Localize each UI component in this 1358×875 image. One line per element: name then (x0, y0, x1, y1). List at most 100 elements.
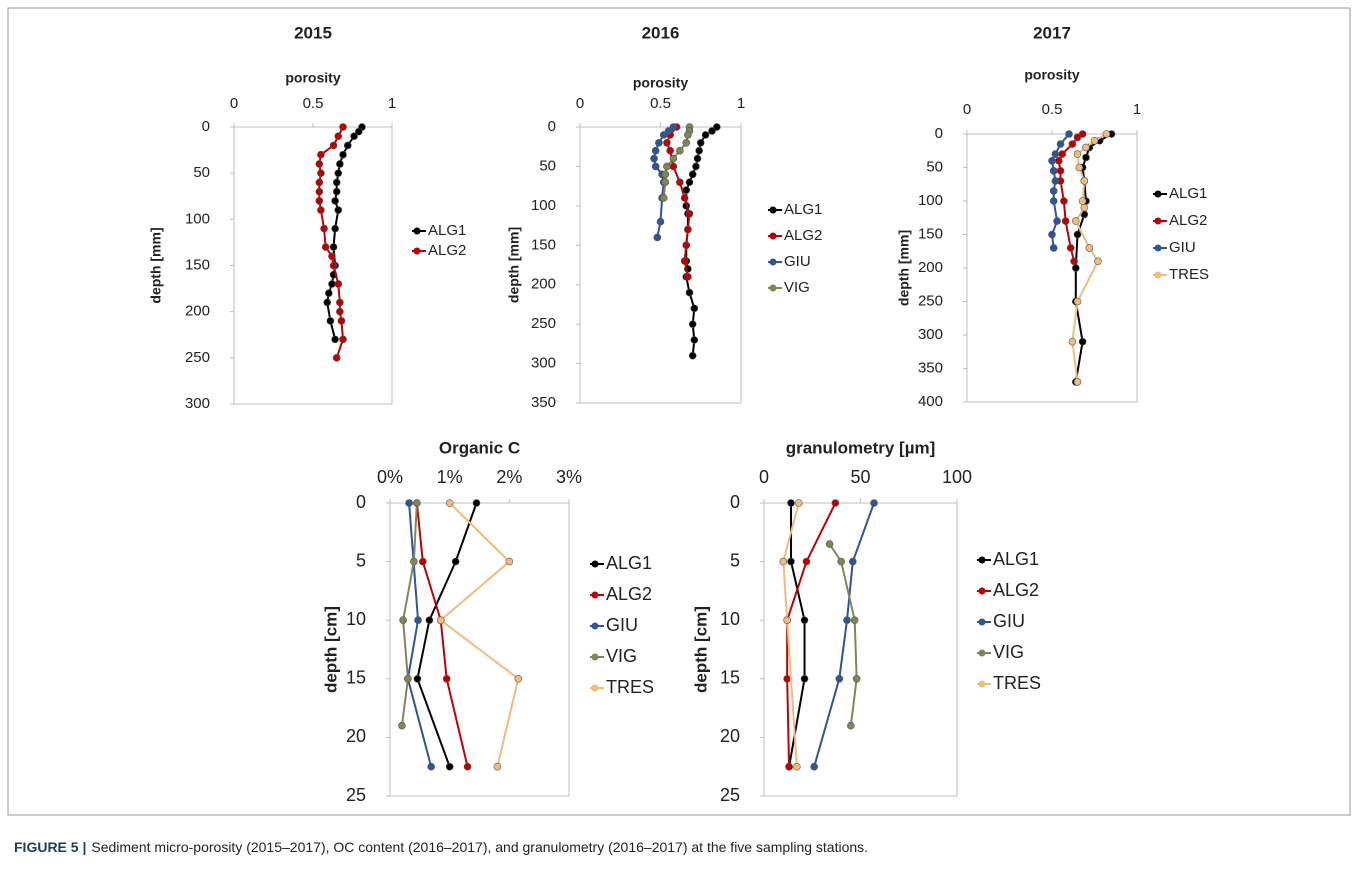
y-tick-label: 300 (918, 326, 943, 343)
series-line (782, 502, 800, 767)
data-point (1048, 157, 1056, 165)
legend-label: ALG2 (1169, 212, 1207, 229)
data-point (783, 674, 791, 683)
legend-label: GIU (784, 253, 811, 270)
data-point (472, 499, 481, 507)
data-point (1090, 136, 1099, 145)
data-point (669, 162, 678, 171)
data-point (650, 154, 658, 163)
data-point (1049, 167, 1058, 175)
legend-label: GIU (1169, 239, 1196, 256)
data-point (835, 674, 844, 683)
legend-swatch (591, 591, 599, 599)
y-tick-label: 50 (193, 164, 210, 181)
data-point (690, 336, 699, 344)
legend-swatch (769, 232, 777, 240)
series-line (788, 503, 806, 767)
data-point (331, 335, 339, 344)
data-point (315, 178, 324, 187)
data-point (329, 141, 338, 150)
x-axis-label: Organic C (439, 438, 520, 457)
data-point (1061, 217, 1070, 225)
data-point (328, 252, 336, 261)
legend-label: VIG (606, 646, 637, 666)
legend-label: ALG2 (428, 242, 466, 259)
data-point (1085, 244, 1094, 252)
data-point (847, 721, 855, 730)
data-point (329, 261, 338, 270)
data-point (419, 557, 427, 566)
data-point (339, 123, 347, 131)
y-tick-label: 25 (346, 785, 366, 805)
data-point (692, 162, 700, 171)
data-point (1060, 197, 1068, 205)
data-point (337, 317, 346, 325)
data-point (696, 138, 705, 147)
data-point (688, 320, 697, 328)
legend-label: VIG (784, 279, 810, 296)
data-point (688, 351, 697, 360)
series-line (400, 502, 418, 726)
y-tick-label: 250 (185, 349, 210, 366)
data-point (693, 154, 702, 163)
data-point (676, 146, 684, 155)
x-tick-label: 1 (388, 95, 396, 112)
y-tick-label: 10 (346, 609, 366, 629)
y-tick-label: 5 (356, 550, 366, 570)
legend-swatch (978, 556, 986, 564)
data-point (329, 243, 338, 251)
y-tick-label: 350 (918, 359, 943, 376)
legend-swatch (1154, 217, 1162, 225)
data-point (684, 131, 692, 139)
legend-label: GIU (993, 611, 1025, 631)
data-point (343, 141, 352, 150)
data-point (336, 307, 344, 316)
data-point (350, 132, 358, 141)
data-point (1073, 230, 1082, 239)
series-line (406, 502, 433, 767)
data-point (334, 206, 343, 214)
y-axis-label: depth [mm] (506, 227, 522, 303)
y-tick-label: 10 (720, 609, 740, 629)
data-point (339, 150, 347, 159)
data-point (695, 146, 703, 155)
data-point (651, 146, 660, 155)
data-point (685, 209, 694, 218)
y-tick-label: 0 (548, 118, 556, 135)
legend-label: ALG2 (993, 580, 1039, 600)
y-tick-label: 20 (346, 726, 366, 746)
chart-title: 2016 (642, 23, 680, 42)
x-tick-label: 50 (850, 467, 870, 487)
data-point (682, 241, 691, 250)
legend-swatch (769, 206, 777, 214)
y-tick-label: 25 (720, 785, 740, 805)
data-point (436, 616, 445, 625)
x-tick-label: 1 (1133, 101, 1141, 118)
data-point (1080, 203, 1089, 212)
series-line (326, 126, 363, 340)
y-tick-label: 50 (926, 158, 943, 175)
data-point (514, 674, 523, 683)
data-point (1053, 217, 1061, 225)
data-point (317, 169, 325, 177)
data-point (1080, 177, 1089, 185)
legend-swatch (413, 227, 421, 235)
y-tick-label: 350 (531, 394, 556, 411)
data-point (779, 557, 788, 566)
plot-area (233, 126, 393, 405)
legend-swatch (591, 622, 599, 630)
data-point (659, 131, 668, 139)
data-point (315, 160, 324, 168)
legend-swatch (591, 653, 599, 661)
data-point (1073, 150, 1082, 158)
x-tick-label: 0.5 (1042, 101, 1063, 118)
data-point (653, 233, 662, 242)
data-point (785, 762, 793, 771)
data-point (336, 160, 344, 168)
data-point (870, 499, 878, 507)
x-tick-label: 0.5 (650, 95, 671, 112)
legend-label: TRES (606, 677, 654, 697)
data-point (1049, 244, 1058, 252)
data-point (1058, 150, 1066, 158)
legend-swatch (978, 587, 986, 595)
